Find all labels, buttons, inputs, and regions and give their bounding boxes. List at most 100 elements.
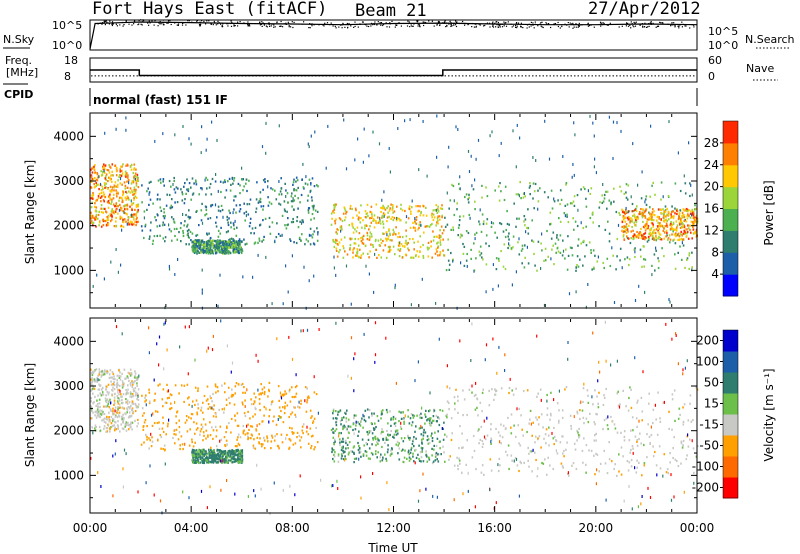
data-cell (663, 215, 666, 218)
data-cell (105, 173, 108, 176)
data-cell (387, 444, 389, 447)
data-cell (163, 211, 165, 214)
data-cell (109, 190, 112, 193)
noise-sample (633, 26, 635, 28)
data-cell (237, 461, 240, 464)
data-cell (413, 241, 415, 244)
data-cell (198, 461, 200, 465)
noise-sample (268, 22, 270, 24)
data-cell (648, 237, 650, 240)
data-cell (215, 225, 218, 228)
data-cell (226, 243, 228, 246)
data-cell (205, 241, 208, 244)
data-cell (502, 230, 505, 233)
data-cell (105, 219, 108, 222)
data-cell (166, 425, 169, 428)
noise-sample (188, 20, 190, 22)
data-cell (333, 245, 336, 248)
noise-sample (148, 24, 150, 26)
data-cell (671, 223, 674, 226)
data-cell (400, 449, 403, 452)
data-cell (312, 208, 315, 211)
data-cell (192, 250, 195, 253)
data-cell (360, 240, 363, 243)
data-cell (294, 442, 297, 445)
data-cell (105, 175, 107, 178)
data-cell (124, 413, 127, 416)
data-cell (212, 392, 214, 396)
data-cell (219, 456, 221, 459)
data-cell (500, 250, 502, 253)
data-cell (687, 224, 689, 227)
data-cell (204, 459, 206, 462)
data-cell (667, 238, 669, 241)
data-cell (291, 192, 293, 195)
data-cell (392, 219, 395, 222)
data-cell (242, 424, 245, 428)
noise-sample (140, 23, 142, 25)
data-cell (415, 205, 417, 208)
data-cell (121, 416, 124, 419)
data-cell (113, 375, 115, 378)
data-cell (517, 241, 519, 244)
data-cell (357, 216, 360, 219)
data-cell (250, 232, 252, 235)
data-cell (186, 233, 189, 237)
data-cell (106, 370, 108, 373)
noise-sample (366, 25, 368, 27)
data-cell (107, 424, 110, 427)
data-cell (121, 398, 123, 402)
data-cell (210, 456, 213, 459)
noise-sample (642, 25, 644, 27)
data-cell (392, 418, 394, 421)
data-cell (123, 218, 126, 221)
data-cell (132, 171, 135, 175)
data-cell (544, 259, 547, 262)
data-cell (638, 232, 640, 235)
data-cell (512, 129, 514, 133)
data-cell (144, 223, 147, 226)
data-cell (664, 209, 667, 212)
data-cell (346, 409, 348, 412)
data-cell (304, 182, 307, 185)
data-cell (112, 386, 114, 389)
data-cell (358, 211, 360, 214)
noise-sample (497, 21, 499, 24)
data-cell (433, 444, 435, 447)
data-cell (449, 199, 452, 202)
data-cell (409, 226, 412, 229)
data-cell (209, 449, 212, 452)
noise-sample (198, 23, 201, 26)
data-cell (350, 450, 352, 453)
data-cell (116, 195, 118, 198)
noise-sample (501, 26, 504, 28)
power-ylabel: Slant Range [km] (23, 160, 37, 264)
data-cell (197, 389, 199, 392)
data-cell (692, 225, 694, 229)
data-cell (300, 399, 302, 402)
data-cell (292, 217, 294, 221)
data-cell (681, 234, 683, 237)
data-cell (462, 252, 465, 255)
data-cell (524, 244, 526, 247)
data-cell (419, 451, 422, 454)
data-cell (221, 451, 223, 454)
data-cell (106, 418, 109, 421)
data-cell (211, 457, 214, 460)
data-cell (137, 205, 139, 208)
noise-left-label: N.Sky (3, 33, 35, 46)
data-cell (420, 446, 423, 449)
data-cell (405, 215, 408, 219)
data-cell (494, 189, 496, 192)
data-cell (119, 182, 122, 185)
data-cell (300, 193, 303, 197)
noise-sample (373, 23, 376, 25)
data-cell (105, 385, 108, 388)
data-cell (173, 176, 175, 180)
data-cell (113, 384, 116, 387)
data-cell (262, 179, 265, 182)
data-cell (371, 432, 374, 435)
data-cell (430, 434, 432, 437)
data-cell (130, 163, 133, 166)
data-cell (634, 255, 636, 259)
